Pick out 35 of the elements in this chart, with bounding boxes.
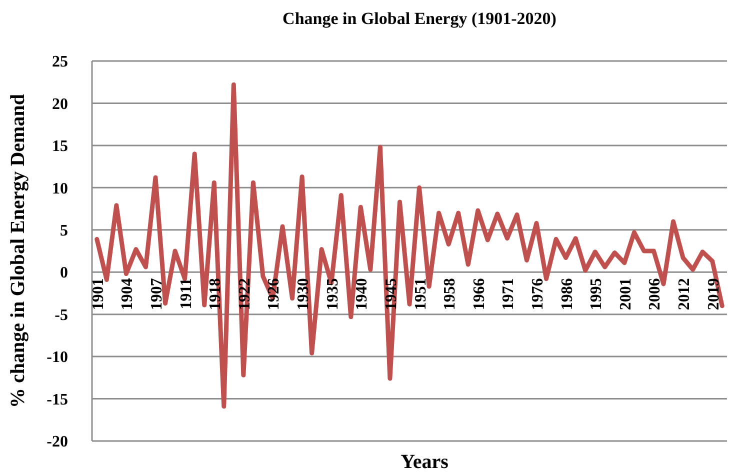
x-tick-label: 2001: [617, 278, 634, 310]
chart-title: Change in Global Energy (1901-2020): [282, 9, 556, 28]
y-tick-label: 0: [60, 264, 68, 282]
x-tick-label: 1958: [442, 278, 459, 310]
x-tick-label: 1966: [470, 278, 488, 310]
x-axis-title: Years: [400, 451, 449, 473]
x-tick-label: 1995: [588, 278, 606, 310]
x-tick-label: 1930: [295, 278, 312, 310]
x-tick-label: 1986: [558, 278, 576, 310]
x-tick-label: 1940: [354, 278, 371, 310]
x-tick-label: 2006: [646, 278, 664, 310]
y-tick-label: 15: [52, 138, 68, 156]
x-tick-label: 1918: [207, 278, 224, 310]
x-tick-label: 1951: [412, 278, 430, 310]
x-tick-label: 1976: [530, 278, 546, 310]
x-tick-label: 2019: [705, 278, 722, 310]
y-tick-label: -15: [46, 391, 68, 408]
y-tick-label: -10: [46, 349, 68, 366]
x-tick-label: 2012: [676, 278, 694, 310]
y-axis-title: % change in Global Energy Demand: [7, 94, 29, 408]
x-tick-label: 1907: [148, 278, 166, 310]
y-tick-label: 5: [60, 222, 68, 240]
y-tick-label: 20: [52, 96, 68, 113]
x-tick-label: 1904: [119, 278, 136, 310]
y-tick-label: 10: [52, 180, 68, 198]
x-tick-label: 1935: [324, 278, 342, 310]
x-tick-label: 1926: [266, 278, 283, 310]
x-tick-label: 1901: [90, 278, 107, 310]
x-tick-label: 1922: [236, 278, 254, 310]
x-tick-label: 1911: [178, 278, 195, 310]
x-tick-label: 1945: [382, 278, 400, 310]
y-tick-label: 25: [52, 54, 68, 71]
y-tick-label: -20: [46, 434, 68, 451]
x-tick-label: 1971: [500, 278, 518, 310]
y-tick-label: -5: [54, 306, 68, 324]
